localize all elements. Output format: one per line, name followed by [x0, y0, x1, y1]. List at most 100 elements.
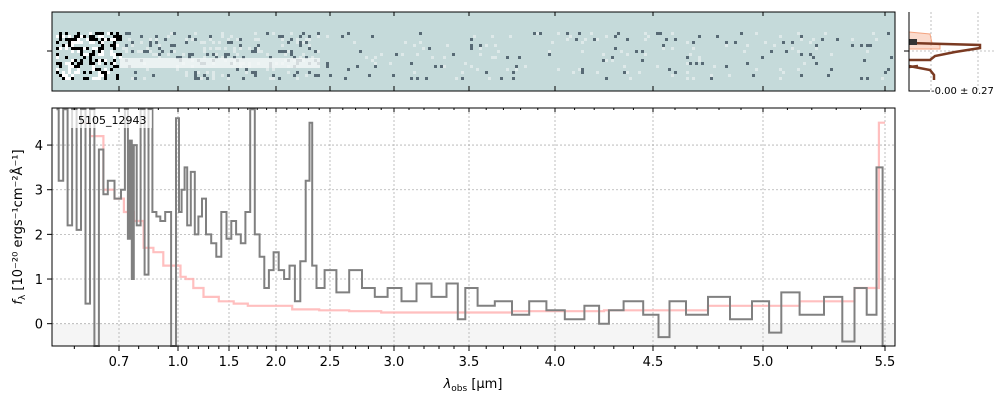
spectrum-2d-pixel: [116, 35, 119, 38]
spectrum-2d-pixel: [605, 35, 608, 38]
spectrum-2d-pixel: [191, 38, 194, 41]
spectrum-2d-pixel: [65, 74, 68, 77]
spectrum-2d-pixel: [434, 65, 437, 68]
spectrum-2d-pixel: [77, 65, 80, 68]
spectrum-2d-pixel: [869, 44, 872, 47]
spectrum-2d-pixel: [812, 38, 815, 41]
spectrum-2d-pixel: [260, 50, 263, 53]
spectrum-2d-pixel: [509, 35, 512, 38]
spectrum-2d-pixel: [284, 50, 287, 53]
spectrum-2d-pixel: [131, 44, 134, 47]
spectrum-2d-pixel: [71, 74, 74, 77]
spectrum-2d-pixel: [191, 53, 194, 56]
spectrum-2d-pixel: [212, 71, 215, 74]
spectrum-2d-pixel: [167, 35, 170, 38]
spectrum-2d-pixel: [230, 41, 233, 44]
spectrum-2d-pixel: [98, 47, 101, 50]
y-tick-label: 0: [35, 318, 43, 333]
spectrum-2d-pixel: [125, 32, 128, 35]
spectrum-2d-pixel: [257, 47, 260, 50]
spectrum-2d-pixel: [74, 38, 77, 41]
x-axis-ticks: 0.7 1.0 1.5 2.0 2.5 3.0 3.5 4.0 4.5 5.0 5.5: [73, 108, 896, 370]
spectrum-2d-pixel: [149, 41, 152, 44]
spectrum-2d-pixel: [101, 32, 104, 35]
spectrum-2d-pixel: [125, 50, 128, 53]
spectrum-2d-pixel: [89, 41, 92, 44]
spectrum-2d-pixel: [155, 38, 158, 41]
spectrum-2d-pixel: [644, 38, 647, 41]
spectrum-2d-pixel: [692, 41, 695, 44]
spectrum-2d-pixel: [548, 53, 551, 56]
spectrum-2d-pixel: [158, 53, 161, 56]
spectrum-2d-pixel: [221, 74, 224, 77]
spectrum-2d-pixel: [131, 77, 134, 80]
spectrum-2d-pixel: [110, 62, 113, 65]
spectrum-2d-pixel: [80, 47, 83, 50]
spectrum-2d-pixel: [626, 53, 629, 56]
spectrum-2d-pixel: [113, 41, 116, 44]
spectrum-2d-pixel: [272, 68, 275, 71]
spectrum-2d-pixel: [83, 56, 86, 59]
spectrum-2d-pixel: [131, 50, 134, 53]
spectrum-2d-pixel: [89, 53, 92, 56]
spectrum-2d-pixel: [674, 71, 677, 74]
spectrum-2d-pixel: [479, 53, 482, 56]
spectrum-2d-pixel: [524, 65, 527, 68]
spectrum-2d-pixel: [803, 62, 806, 65]
spectrum-2d-pixel: [113, 44, 116, 47]
spectrum-2d-pixel: [698, 56, 701, 59]
spectrum-2d-pixel: [89, 32, 92, 35]
spectrum-2d-pixel: [689, 53, 692, 56]
spectrum-2d-pixel: [119, 38, 122, 41]
spectrum-2d-pixel: [254, 50, 257, 53]
spectrum-2d-pixel: [98, 71, 101, 74]
spectrum-2d-pixel: [668, 68, 671, 71]
x-tick-label: 5.5: [875, 355, 896, 370]
spectrum-2d-pixel: [815, 44, 818, 47]
spectrum-2d-pixel: [671, 74, 674, 77]
spectrum-2d-pixel: [305, 41, 308, 44]
spectrum-2d-pixel: [584, 38, 587, 41]
x-tick-label: 4.5: [643, 355, 664, 370]
spectrum-2d-pixel: [665, 38, 668, 41]
spectrum-2d-pixel: [95, 47, 98, 50]
spectrum-2d-pixel: [755, 68, 758, 71]
spectrum-2d-pixel: [644, 53, 647, 56]
spectrum-2d-pixel: [110, 68, 113, 71]
spectrum-2d-pixel: [710, 77, 713, 80]
spectrum-2d-pixel: [614, 35, 617, 38]
spectrum-2d-pixel: [410, 62, 413, 65]
spectrum-2d-pixel: [254, 38, 257, 41]
spectrum-2d-pixel: [299, 35, 302, 38]
spectrum-2d-pixel: [695, 62, 698, 65]
spectrum-2d-pixel: [98, 68, 101, 71]
spectrum-2d-pixel: [341, 35, 344, 38]
spectrum-2d-pixel: [287, 71, 290, 74]
spectrum-2d-pixel: [428, 47, 431, 50]
x-tick-label: 1.0: [168, 355, 189, 370]
spectrum-2d-pixel: [602, 59, 605, 62]
spectrum-2d-pixel: [395, 53, 398, 56]
spectrum-2d-pixel: [662, 44, 665, 47]
spectrum-2d-pixel: [92, 65, 95, 68]
spectrum-2d-pixel: [101, 53, 104, 56]
spectrum-2d-pixel: [404, 41, 407, 44]
spectrum-2d-pixel: [101, 38, 104, 41]
spectrum-2d-pixel: [290, 50, 293, 53]
spectrum-2d-pixel: [368, 74, 371, 77]
spectrum-2d-pixel: [89, 62, 92, 65]
spectrum-2d-pixel: [95, 68, 98, 71]
spectrum-2d-pixel: [782, 71, 785, 74]
spectrum-2d-pixel: [305, 56, 308, 59]
spectrum-2d-pixel: [71, 50, 74, 53]
spectrum-2d-pixel: [491, 35, 494, 38]
spectrum-2d-pixel: [764, 41, 767, 44]
spectrum-2d-pixel: [314, 50, 317, 53]
spectrum-2d-pixel: [347, 32, 350, 35]
spectrum-2d-pixel: [371, 35, 374, 38]
spectrum-2d-pixel: [506, 68, 509, 71]
spectrum-2d-pixel: [158, 56, 161, 59]
spectrum-2d-pixel: [887, 68, 890, 71]
spectrum-2d-pixel: [113, 35, 116, 38]
spectrum-2d-pixel: [626, 38, 629, 41]
